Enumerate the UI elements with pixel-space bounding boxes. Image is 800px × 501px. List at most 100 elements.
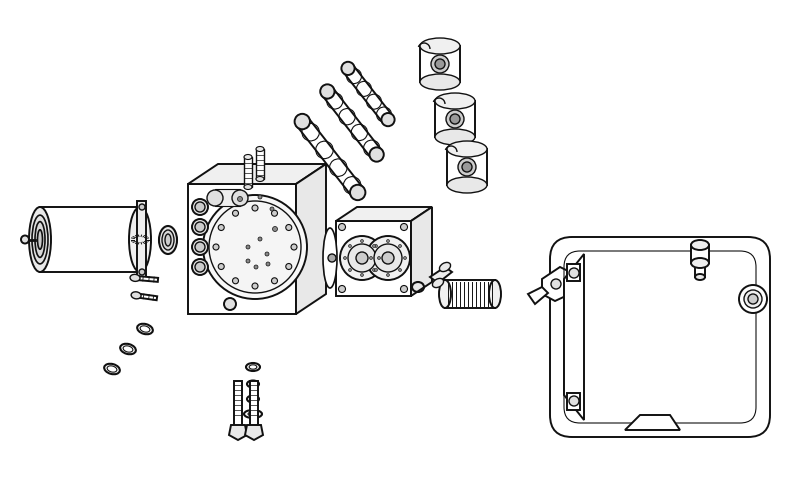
- Ellipse shape: [294, 115, 310, 130]
- Polygon shape: [215, 189, 240, 206]
- Polygon shape: [229, 425, 247, 440]
- Ellipse shape: [489, 281, 501, 309]
- Ellipse shape: [165, 234, 171, 246]
- Circle shape: [338, 224, 346, 231]
- Circle shape: [139, 270, 145, 276]
- Circle shape: [271, 211, 278, 217]
- Circle shape: [569, 269, 579, 279]
- Circle shape: [254, 266, 258, 270]
- Polygon shape: [343, 66, 393, 124]
- Ellipse shape: [447, 142, 487, 158]
- Circle shape: [195, 222, 205, 232]
- Circle shape: [373, 269, 375, 272]
- Circle shape: [21, 236, 29, 244]
- Ellipse shape: [435, 130, 475, 146]
- Circle shape: [266, 263, 270, 267]
- Circle shape: [195, 242, 205, 253]
- Ellipse shape: [691, 259, 709, 269]
- Circle shape: [349, 269, 351, 272]
- Polygon shape: [245, 425, 263, 440]
- Ellipse shape: [382, 114, 394, 127]
- Circle shape: [258, 237, 262, 241]
- Ellipse shape: [435, 94, 475, 110]
- Circle shape: [252, 284, 258, 290]
- Circle shape: [195, 263, 205, 273]
- Ellipse shape: [256, 147, 264, 152]
- Circle shape: [271, 278, 278, 284]
- Ellipse shape: [256, 177, 264, 182]
- Circle shape: [446, 111, 464, 129]
- Polygon shape: [256, 150, 264, 180]
- Circle shape: [338, 286, 346, 293]
- Circle shape: [192, 239, 208, 256]
- Circle shape: [748, 295, 758, 305]
- Polygon shape: [625, 415, 680, 430]
- Circle shape: [246, 260, 250, 264]
- Ellipse shape: [130, 275, 140, 282]
- Circle shape: [386, 240, 390, 243]
- Polygon shape: [528, 288, 548, 305]
- Circle shape: [192, 219, 208, 235]
- Circle shape: [401, 224, 407, 231]
- Circle shape: [203, 195, 307, 300]
- Circle shape: [192, 199, 208, 215]
- Polygon shape: [445, 281, 495, 309]
- Ellipse shape: [439, 281, 451, 309]
- Circle shape: [286, 264, 292, 270]
- Ellipse shape: [695, 275, 705, 281]
- Ellipse shape: [162, 230, 174, 250]
- Polygon shape: [567, 393, 580, 410]
- Circle shape: [343, 257, 346, 260]
- Polygon shape: [296, 165, 326, 314]
- Ellipse shape: [38, 230, 42, 250]
- Circle shape: [398, 269, 402, 272]
- Circle shape: [238, 197, 242, 202]
- Polygon shape: [336, 221, 411, 297]
- Circle shape: [258, 195, 262, 199]
- Ellipse shape: [342, 63, 354, 76]
- Ellipse shape: [439, 263, 450, 272]
- Circle shape: [340, 236, 384, 281]
- Circle shape: [218, 225, 224, 231]
- Circle shape: [213, 244, 219, 250]
- Polygon shape: [447, 150, 487, 186]
- Circle shape: [348, 244, 376, 273]
- Circle shape: [386, 274, 390, 277]
- Circle shape: [246, 245, 250, 249]
- Circle shape: [551, 280, 561, 290]
- Circle shape: [739, 286, 767, 313]
- Circle shape: [328, 255, 336, 263]
- Circle shape: [265, 253, 269, 257]
- Circle shape: [458, 159, 476, 177]
- Ellipse shape: [433, 279, 443, 288]
- Circle shape: [224, 299, 236, 311]
- Circle shape: [273, 227, 278, 232]
- Circle shape: [361, 240, 363, 243]
- Polygon shape: [567, 265, 580, 282]
- Circle shape: [291, 244, 297, 250]
- Circle shape: [744, 291, 762, 309]
- Circle shape: [374, 269, 378, 272]
- Polygon shape: [40, 207, 140, 273]
- Circle shape: [192, 260, 208, 276]
- FancyBboxPatch shape: [550, 237, 770, 437]
- Circle shape: [462, 163, 472, 173]
- Circle shape: [374, 245, 378, 248]
- Ellipse shape: [29, 207, 51, 273]
- Ellipse shape: [35, 222, 45, 258]
- Circle shape: [450, 115, 460, 125]
- Circle shape: [366, 236, 410, 281]
- Polygon shape: [430, 268, 452, 284]
- Ellipse shape: [420, 39, 460, 55]
- Circle shape: [431, 56, 449, 74]
- Circle shape: [403, 257, 406, 260]
- Ellipse shape: [323, 228, 337, 289]
- Ellipse shape: [370, 148, 384, 162]
- Polygon shape: [695, 264, 705, 278]
- Polygon shape: [250, 381, 258, 433]
- Polygon shape: [139, 294, 157, 301]
- Polygon shape: [691, 245, 709, 264]
- Circle shape: [349, 245, 351, 248]
- Circle shape: [232, 190, 248, 206]
- Circle shape: [401, 286, 407, 293]
